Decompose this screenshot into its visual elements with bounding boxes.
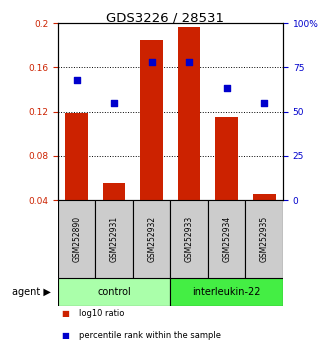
Bar — [215, 117, 238, 200]
Text: GSM252932: GSM252932 — [147, 216, 156, 262]
Text: percentile rank within the sample: percentile rank within the sample — [79, 331, 221, 340]
Bar — [133, 200, 170, 278]
Text: GSM252934: GSM252934 — [222, 216, 231, 262]
Point — [112, 100, 117, 105]
Bar — [58, 278, 170, 306]
Text: agent ▶: agent ▶ — [13, 287, 51, 297]
Bar — [66, 113, 88, 200]
Bar — [208, 200, 246, 278]
Text: GSM252890: GSM252890 — [72, 216, 81, 262]
Text: GSM252933: GSM252933 — [185, 216, 194, 262]
Bar — [95, 200, 133, 278]
Text: log10 ratio: log10 ratio — [79, 309, 125, 318]
Bar — [103, 183, 125, 200]
Bar — [253, 194, 275, 200]
Point — [224, 86, 229, 91]
Text: GSM252931: GSM252931 — [110, 216, 119, 262]
Text: GDS3226 / 28531: GDS3226 / 28531 — [107, 11, 224, 24]
Point — [149, 59, 154, 65]
Text: control: control — [97, 287, 131, 297]
Bar — [178, 28, 201, 200]
Text: ■: ■ — [61, 309, 69, 318]
Text: interleukin-22: interleukin-22 — [193, 287, 261, 297]
Text: ■: ■ — [61, 331, 69, 340]
Point — [74, 77, 79, 82]
Text: GSM252935: GSM252935 — [260, 216, 269, 262]
Bar — [170, 278, 283, 306]
Bar — [170, 200, 208, 278]
Bar — [246, 200, 283, 278]
Point — [187, 59, 192, 65]
Point — [261, 100, 267, 105]
Bar — [58, 200, 95, 278]
Bar — [140, 40, 163, 200]
